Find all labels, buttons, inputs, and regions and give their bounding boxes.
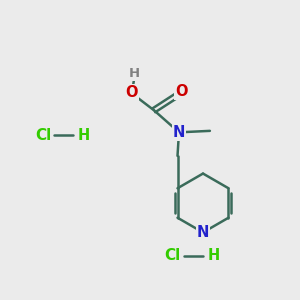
Text: O: O: [175, 84, 188, 99]
Text: Cl: Cl: [35, 128, 51, 143]
Text: H: H: [129, 67, 140, 80]
Text: Cl: Cl: [165, 248, 181, 263]
Text: O: O: [125, 85, 137, 100]
Text: N: N: [173, 125, 185, 140]
Text: H: H: [207, 248, 220, 263]
Text: N: N: [197, 225, 209, 240]
Text: H: H: [78, 128, 90, 143]
